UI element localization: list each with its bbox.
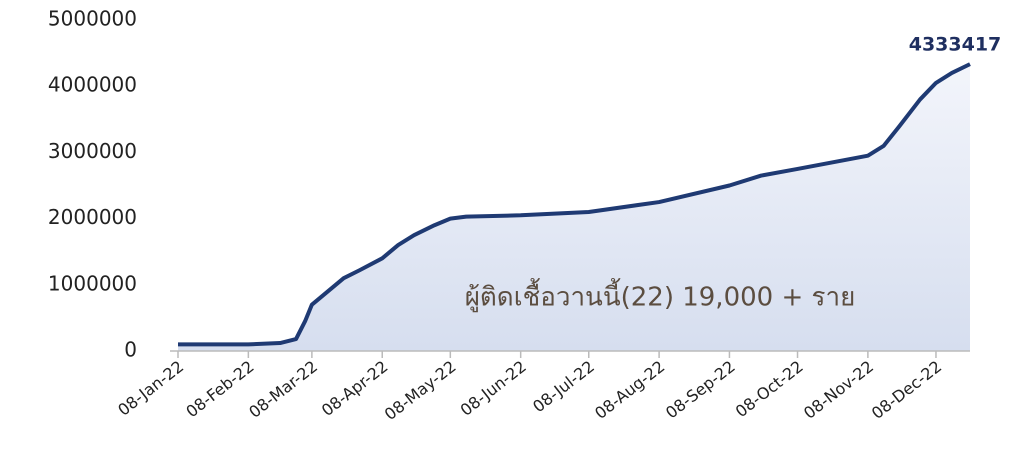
y-tick-label: 5000000	[48, 7, 137, 31]
x-tick-label: 08-Jun-22	[457, 357, 530, 420]
x-tick-label: 08-Sep-22	[662, 357, 739, 423]
x-tick-label: 08-Jan-22	[114, 357, 187, 420]
x-tick-label: 08-Jul-22	[529, 357, 598, 417]
x-tick-label: 08-Mar-22	[245, 357, 321, 422]
x-tick-label: 08-Nov-22	[800, 357, 877, 423]
x-tick-label: 08-Aug-22	[591, 357, 668, 423]
y-tick-label: 0	[124, 338, 137, 362]
annotation: ผู้ติดเชื้อวานนี้(22) 19,000 + ราย	[465, 278, 856, 313]
y-tick-label: 2000000	[48, 205, 137, 229]
x-tick-label: 08-Feb-22	[182, 357, 257, 422]
x-tick-label: 08-May-22	[381, 357, 460, 424]
y-tick-label: 4000000	[48, 73, 137, 97]
line	[178, 62, 971, 347]
x-tick-label: 08-Dec-22	[868, 357, 945, 423]
data-label: 4333417	[909, 34, 1002, 56]
y-tick-label: 3000000	[48, 139, 137, 163]
x-tick-label: 08-Apr-22	[318, 357, 392, 420]
x-tick-label: 08-Oct-22	[732, 357, 807, 421]
area	[178, 64, 970, 351]
y-tick-label: 1000000	[48, 271, 137, 295]
